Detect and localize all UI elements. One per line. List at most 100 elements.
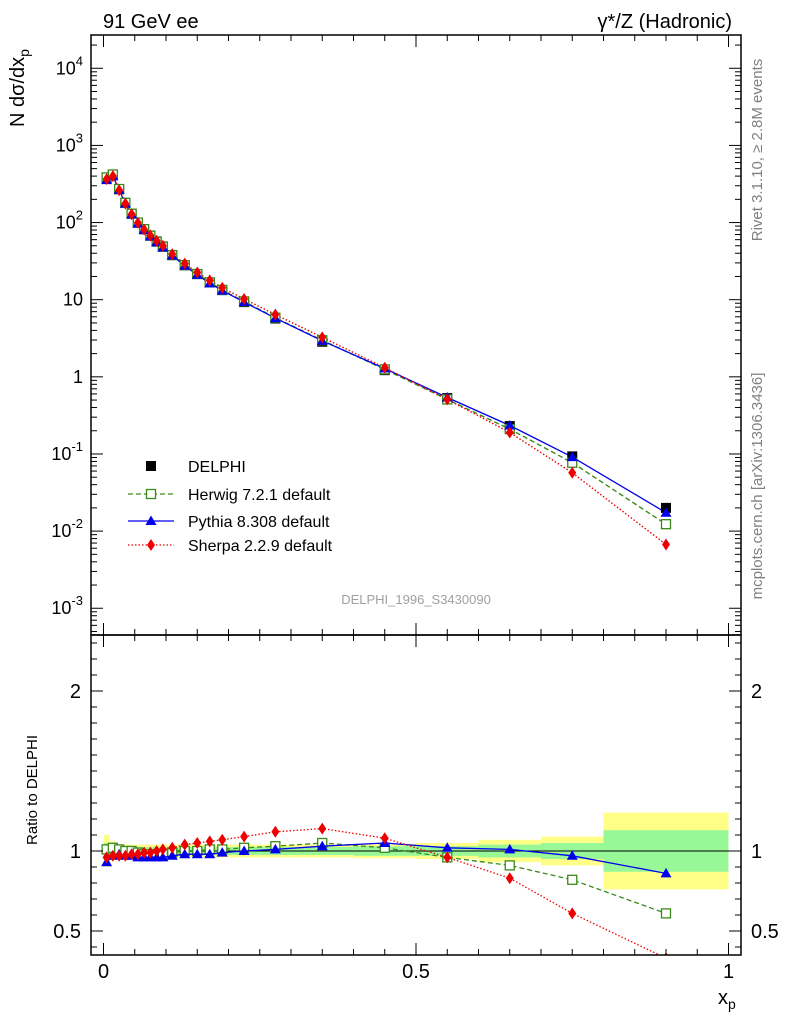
- ratio-point-sherpa: [180, 838, 189, 851]
- main-series-group: [101, 169, 672, 551]
- point-sherpa: [193, 266, 202, 279]
- x-tick-label: 1: [723, 961, 734, 983]
- point-sherpa: [140, 223, 149, 236]
- point-sherpa: [115, 184, 124, 197]
- y-tick-label-ratio-right: 1: [751, 841, 762, 863]
- point-sherpa: [133, 216, 142, 229]
- point-sherpa: [662, 538, 670, 551]
- x-tick-label: 0.5: [402, 961, 430, 983]
- point-sherpa: [218, 281, 227, 294]
- point-sherpa: [443, 393, 452, 406]
- rivet-label: Rivet 3.1.10, ≥ 2.8M events: [749, 59, 766, 242]
- point-pythia: [566, 451, 578, 462]
- ratio-point-pythia: [191, 848, 203, 859]
- point-sherpa: [271, 308, 280, 321]
- ratio-point-sherpa: [168, 841, 177, 854]
- y-tick-label-ratio-right: 2: [751, 681, 762, 703]
- point-sherpa: [318, 331, 327, 344]
- y-tick-label-main: 102: [56, 208, 83, 233]
- legend-label-data: DELPHI: [188, 459, 246, 476]
- y-tick-label-main: 10: [63, 290, 83, 310]
- y-tick-label-main: 10-3: [51, 593, 83, 618]
- legend-marker-sherpa: [147, 539, 155, 551]
- legend-label-sherpa: Sherpa 2.2.9 default: [188, 538, 333, 555]
- mcplots-label: mcplots.cern.ch [arXiv:1306.3436]: [749, 373, 766, 600]
- y-tick-label-main: 10-2: [51, 516, 83, 541]
- x-tick-label: 0: [98, 961, 109, 983]
- ratio-point-sherpa: [133, 848, 142, 861]
- ratio-point-pythia: [166, 850, 178, 860]
- ratio-point-sherpa: [218, 833, 227, 846]
- ratio-point-pythia: [566, 850, 578, 860]
- ratio-point-sherpa: [271, 825, 280, 838]
- ratio-point-pythia: [441, 842, 453, 852]
- legend-label-herwig: Herwig 7.2.1 default: [188, 487, 331, 504]
- header-left-label: 91 GeV ee: [103, 11, 199, 33]
- point-sherpa: [158, 239, 167, 252]
- watermark-label: DELPHI_1996_S3430090: [341, 592, 491, 607]
- x-axis-title-sub: p: [728, 996, 736, 1012]
- point-herwig: [660, 519, 672, 530]
- point-sherpa: [108, 170, 117, 183]
- y-tick-label-main: 10-1: [51, 439, 83, 464]
- point-pythia: [660, 507, 672, 517]
- ratio-panel: [91, 812, 741, 955]
- y-tick-label-ratio: 2: [70, 681, 81, 703]
- y-tick-label-base: 10: [51, 598, 71, 618]
- ratio-point-sherpa: [380, 832, 389, 845]
- x-axis-title-text: x: [718, 987, 728, 1009]
- ratio-point-sherpa: [443, 851, 452, 864]
- point-sherpa: [205, 274, 214, 287]
- point-pythia: [504, 419, 516, 430]
- y-tick-label-base: 10: [56, 58, 76, 78]
- legend-label-pythia: Pythia 8.308 default: [188, 514, 330, 531]
- ratio-point-sherpa: [146, 846, 155, 859]
- ratio-point-pythia: [157, 851, 169, 862]
- legend-marker-herwig: [145, 488, 157, 500]
- ratio-point-sherpa: [121, 849, 130, 862]
- ratio-point-pythia: [238, 845, 250, 855]
- point-sherpa: [121, 197, 130, 210]
- y-tick-label-exp: 3: [76, 130, 83, 145]
- y-tick-label-base: 10: [51, 521, 71, 541]
- ratio-point-sherpa: [127, 848, 136, 861]
- y-tick-label-exp: 4: [76, 53, 83, 68]
- ratio-point-pythia: [269, 843, 281, 854]
- y-axis-title-ratio: Ratio to DELPHI: [24, 735, 41, 845]
- point-sherpa: [505, 426, 514, 439]
- y-tick-label-exp: -2: [71, 516, 83, 531]
- ratio-point-sherpa: [240, 830, 249, 843]
- point-sherpa: [146, 229, 155, 242]
- y-axis-title-main-sub: p: [16, 49, 32, 57]
- legend-marker-pythia: [145, 515, 157, 525]
- legend: DELPHI Herwig 7.2.1 default Pythia 8.308 d…: [128, 459, 333, 555]
- ratio-point-sherpa: [568, 907, 577, 920]
- legend-marker-data: [146, 461, 156, 471]
- ratio-series-group: [91, 812, 741, 955]
- y-tick-label-exp: -1: [71, 439, 83, 454]
- ratio-point-sherpa: [102, 851, 111, 864]
- y-axis-title-main: N dσ/dxp: [7, 49, 32, 127]
- main-panel: [101, 169, 672, 551]
- ratio-point-pythia: [660, 867, 672, 878]
- y-tick-label-base: 10: [56, 213, 76, 233]
- ratio-point-herwig: [660, 908, 672, 919]
- ratio-point-sherpa: [152, 845, 161, 857]
- point-sherpa: [568, 466, 577, 479]
- point-sherpa: [102, 173, 111, 186]
- ratio-point-pythia: [179, 848, 191, 859]
- ratio-point-sherpa: [140, 846, 149, 859]
- x-axis-title: xp: [718, 987, 736, 1012]
- ratio-point-herwig: [567, 874, 578, 885]
- y-tick-label-ratio: 0.5: [53, 921, 81, 943]
- point-sherpa: [180, 257, 189, 270]
- ratio-point-herwig: [504, 860, 515, 871]
- point-sherpa: [240, 293, 249, 306]
- ratio-point-sherpa: [158, 843, 167, 856]
- y-tick-label-base: 10: [51, 444, 71, 464]
- ratio-point-sherpa: [193, 837, 202, 849]
- ratio-point-sherpa: [505, 872, 514, 885]
- y-tick-label-main: 103: [56, 130, 83, 155]
